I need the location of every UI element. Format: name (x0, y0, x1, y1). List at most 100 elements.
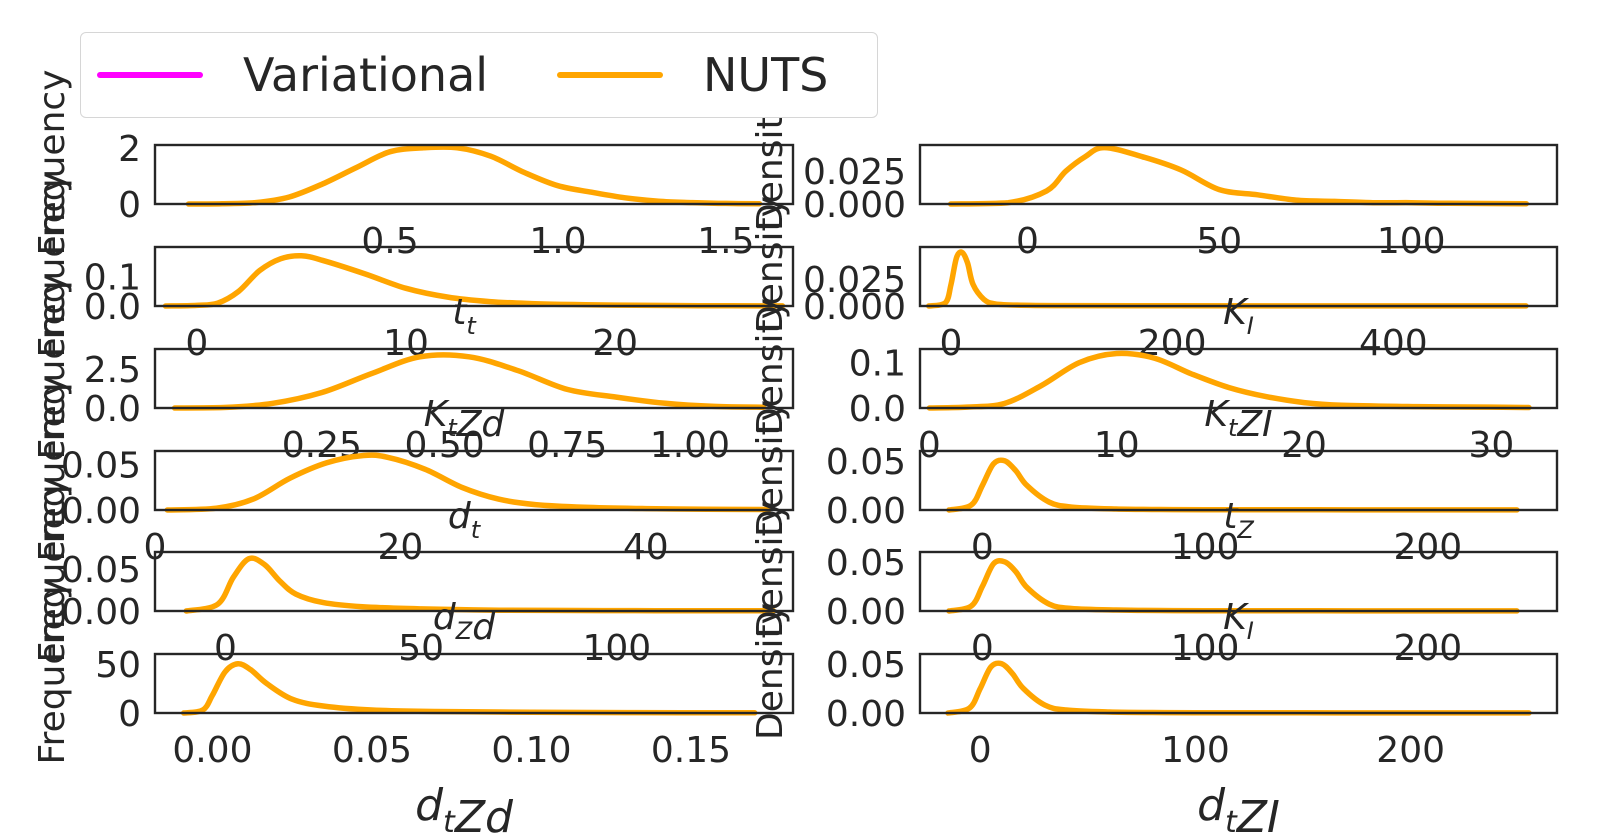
series-line-nuts-left-1 (185, 144, 763, 207)
y-axis-label-left-2: Frequency (32, 172, 73, 358)
y-tick-label-right-5: 0.00 (826, 592, 906, 633)
x-axis-label-left-2: tt (452, 292, 477, 340)
x-axis-label-left-6: dtZd (415, 780, 514, 836)
y-axis-label-right-5: Density (750, 501, 791, 638)
x-tick-label-left-5: 0 (214, 628, 237, 669)
x-tick-label-right-3: 0 (918, 425, 941, 466)
y-tick-label-right-6: 0.05 (826, 645, 906, 686)
x-tick-label-right-3: 20 (1281, 425, 1327, 466)
x-tick-label-left-5: 50 (398, 628, 444, 669)
x-tick-label-left-6: 0.10 (491, 730, 571, 771)
axes-frame-right-4 (918, 449, 1559, 512)
x-axis-label-right-6: dtZI (1197, 780, 1280, 836)
y-axis-label-right-3: Density (750, 298, 791, 435)
x-tick-label-left-4: 40 (623, 527, 669, 568)
x-tick-label-left-6: 0.15 (651, 730, 731, 771)
x-tick-label-left-3: 0.75 (527, 425, 607, 466)
y-tick-label-right-4: 0.05 (826, 442, 906, 483)
y-tick-label-left-2: 0.1 (84, 258, 141, 299)
y-tick-label-right-2: 0.025 (803, 260, 906, 301)
x-tick-label-left-3: 1.00 (650, 425, 730, 466)
x-tick-label-right-2: 400 (1359, 323, 1428, 364)
y-tick-label-left-5: 0.05 (61, 550, 141, 591)
x-tick-label-right-3: 30 (1469, 425, 1515, 466)
y-tick-label-right-3: 0.1 (849, 344, 906, 385)
x-axis-label-left-4: dt (448, 496, 482, 544)
x-tick-label-right-1: 0 (1016, 221, 1039, 262)
x-axis-label-right-5: KI (1223, 597, 1254, 645)
x-tick-label-right-4: 200 (1393, 527, 1462, 568)
x-axis-label-left-3: KtZd (424, 394, 506, 445)
x-tick-label-right-5: 100 (1171, 628, 1240, 669)
y-axis-label-right-4: Density (750, 400, 791, 537)
series-line-nuts-left-6 (180, 661, 758, 716)
series-line-nuts-right-3 (926, 350, 1532, 411)
axes-frame-right-5 (918, 550, 1559, 613)
legend-item-nuts: NUTS (557, 33, 828, 117)
x-tick-label-left-6: 0.00 (172, 730, 252, 771)
y-axis-label-left-3: Frequency (32, 274, 73, 460)
x-tick-label-left-5: 100 (583, 628, 652, 669)
y-tick-label-right-5: 0.05 (826, 543, 906, 584)
x-axis-label-left-5: dZd (433, 597, 496, 648)
x-axis-label-right-2: KI (1223, 292, 1254, 340)
legend-label-variational: Variational (243, 48, 489, 102)
x-tick-label-right-3: 10 (1094, 425, 1140, 466)
axes-frame-left-5 (153, 550, 795, 613)
x-tick-label-left-2: 20 (592, 323, 638, 364)
x-tick-label-right-1: 100 (1377, 221, 1446, 262)
y-axis-label-left-5: Frequency (32, 477, 73, 663)
y-tick-label-left-6: 0 (118, 694, 141, 735)
y-tick-label-right-1: 0.025 (803, 152, 906, 193)
series-line-nuts-left-5 (183, 555, 777, 614)
x-tick-label-left-6: 0.05 (332, 730, 412, 771)
x-tick-label-left-1: 1.5 (697, 221, 754, 262)
y-tick-label-left-4: 0.00 (61, 491, 141, 532)
x-tick-label-right-6: 200 (1376, 730, 1445, 771)
axes-frame-left-1 (153, 143, 795, 206)
legend-label-nuts: NUTS (703, 48, 829, 102)
series-line-nuts-left-4 (164, 452, 772, 513)
x-axis-label-right-4: tZ (1223, 496, 1254, 544)
y-tick-label-right-3: 0.0 (849, 389, 906, 430)
x-tick-label-left-1: 1.0 (529, 221, 586, 262)
legend-line-nuts (557, 72, 663, 78)
y-tick-label-right-1: 0.000 (803, 185, 906, 226)
x-tick-label-right-6: 100 (1161, 730, 1230, 771)
axes-frame-right-1 (918, 143, 1559, 206)
x-tick-label-right-5: 200 (1393, 628, 1462, 669)
axes-frame-left-2 (153, 245, 795, 308)
y-tick-label-left-3: 0.0 (84, 389, 141, 430)
y-tick-label-left-5: 0.00 (61, 592, 141, 633)
series-line-nuts-left-2 (162, 253, 786, 309)
x-tick-label-left-4: 20 (377, 527, 423, 568)
x-tick-label-right-6: 0 (969, 730, 992, 771)
y-tick-label-right-6: 0.00 (826, 694, 906, 735)
series-line-nuts-left-3 (171, 352, 767, 411)
x-tick-label-left-2: 0 (185, 323, 208, 364)
x-tick-label-right-1: 50 (1196, 221, 1242, 262)
axes-frame-left-4 (153, 449, 795, 512)
x-tick-label-left-4: 0 (144, 527, 167, 568)
axes-frame-left-3 (153, 347, 795, 410)
axes-frame-right-3 (918, 347, 1559, 410)
y-tick-label-left-6: 50 (95, 645, 141, 686)
axes-frame-left-6 (153, 652, 795, 715)
x-tick-label-right-2: 0 (940, 323, 963, 364)
series-line-nuts-right-6 (945, 660, 1532, 716)
y-axis-label-right-2: Density (750, 196, 791, 333)
y-axis-label-left-4: Frequency (32, 376, 73, 562)
legend: Variational NUTS (80, 32, 878, 118)
y-axis-label-left-6: Frequency (32, 579, 73, 765)
series-line-nuts-right-1 (947, 144, 1530, 207)
y-axis-label-left-1: Frequency (32, 70, 73, 256)
y-tick-label-right-2: 0.000 (803, 287, 906, 328)
x-tick-label-right-5: 0 (971, 628, 994, 669)
legend-item-variational: Variational (97, 33, 488, 117)
axes-frame-right-6 (918, 652, 1559, 715)
y-tick-label-left-3: 2.5 (84, 350, 141, 391)
y-tick-label-left-4: 0.05 (61, 446, 141, 487)
y-axis-label-right-6: Density (750, 603, 791, 740)
y-tick-label-left-2: 0.0 (84, 287, 141, 328)
